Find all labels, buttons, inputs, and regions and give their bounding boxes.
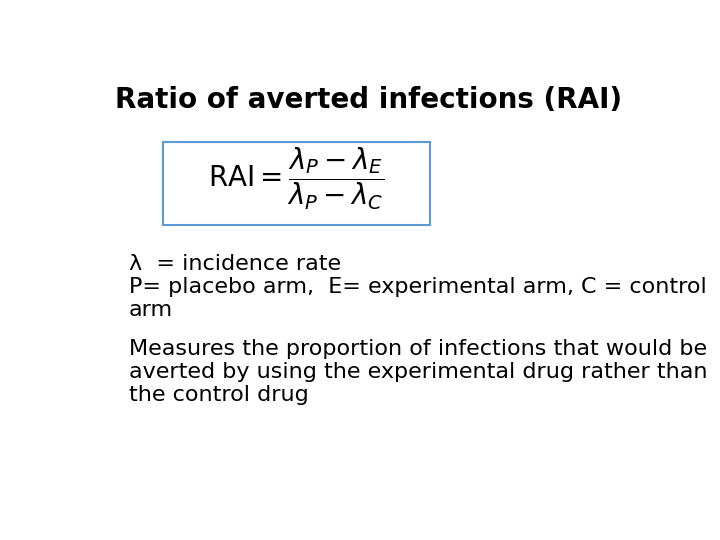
Text: arm: arm [129, 300, 174, 320]
FancyBboxPatch shape [163, 141, 431, 225]
Text: averted by using the experimental drug rather than: averted by using the experimental drug r… [129, 362, 708, 382]
Text: Measures the proportion of infections that would be: Measures the proportion of infections th… [129, 339, 707, 359]
Text: λ  = incidence rate: λ = incidence rate [129, 254, 341, 274]
Text: the control drug: the control drug [129, 385, 309, 405]
Text: Ratio of averted infections (RAI): Ratio of averted infections (RAI) [115, 85, 623, 113]
Text: $\mathrm{RAI} = \dfrac{\lambda_P - \lambda_E}{\lambda_P - \lambda_C}$: $\mathrm{RAI} = \dfrac{\lambda_P - \lamb… [208, 146, 384, 212]
Text: P= placebo arm,  E= experimental arm, C = control: P= placebo arm, E= experimental arm, C =… [129, 277, 707, 297]
